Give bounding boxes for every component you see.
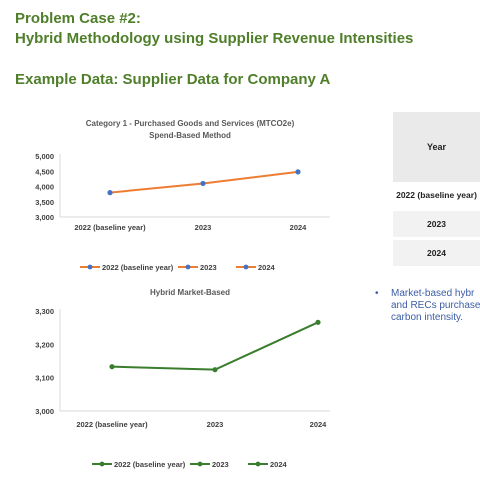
x-tick-label: 2023 xyxy=(207,420,224,429)
data-point xyxy=(295,169,301,175)
series-line xyxy=(111,321,319,371)
data-point xyxy=(107,190,113,196)
table-row: 2022 (baseline year) xyxy=(396,190,477,200)
x-tick-label: 2023 xyxy=(195,223,212,232)
data-point xyxy=(212,367,218,373)
legend-label: 2023 xyxy=(200,263,217,272)
x-tick-label: 2024 xyxy=(290,223,308,232)
x-tick-label: 2024 xyxy=(310,420,328,429)
page-title-line-1: Problem Case #2: xyxy=(15,10,141,27)
legend-label: 2023 xyxy=(212,460,229,469)
x-tick-label: 2022 (baseline year) xyxy=(76,420,148,429)
legend-marker xyxy=(185,264,191,270)
section-subtitle: Example Data: Supplier Data for Company … xyxy=(15,71,331,88)
y-tick-label: 3,000 xyxy=(35,213,54,222)
supplier-year-table: Year 2022 (baseline year) 2023 2024 xyxy=(393,112,480,266)
chart-subtitle: Spend-Based Method xyxy=(149,131,231,140)
y-tick-label: 4,000 xyxy=(35,183,54,192)
y-tick-label: 4,500 xyxy=(35,167,54,176)
table-row: 2024 xyxy=(393,240,480,266)
bullet-line: and RECs purchase xyxy=(391,300,480,311)
y-tick-label: 3,200 xyxy=(35,340,54,349)
table-row: 2023 xyxy=(393,211,480,237)
bullet-line: carbon intensity. xyxy=(391,312,464,323)
legend-marker xyxy=(99,461,105,467)
y-tick-label: 5,000 xyxy=(35,152,54,161)
hybrid-market-based-line-chart: Hybrid Market-Based 3,000 3,100 3,200 3,300 2… xyxy=(35,288,330,469)
bullet-line: Market-based hybr xyxy=(391,288,475,299)
y-tick-label: 3,500 xyxy=(35,198,54,207)
table-header-year: Year xyxy=(393,112,480,182)
x-tick-label: 2022 (baseline year) xyxy=(74,223,146,232)
spend-based-line-chart: Category 1 - Purchased Goods and Service… xyxy=(35,119,330,272)
chart-title: Category 1 - Purchased Goods and Service… xyxy=(86,119,295,128)
legend-label: 2022 (baseline year) xyxy=(102,263,174,272)
data-point xyxy=(315,319,321,325)
data-point xyxy=(200,180,206,187)
legend-marker xyxy=(255,461,261,467)
y-tick-label: 3,300 xyxy=(35,307,54,316)
legend-label: 2022 (baseline year) xyxy=(114,460,186,469)
page-title-line-2: Hybrid Methodology using Supplier Revenu… xyxy=(15,30,414,47)
bullet-dot-icon: • xyxy=(375,288,379,299)
legend-marker xyxy=(243,264,249,270)
data-point xyxy=(109,364,115,370)
y-tick-label: 3,000 xyxy=(35,407,54,416)
legend-label: 2024 xyxy=(258,263,276,272)
y-tick-label: 3,100 xyxy=(35,374,54,383)
legend-label: 2024 xyxy=(270,460,288,469)
legend-marker xyxy=(87,264,93,270)
legend-marker xyxy=(197,461,203,467)
chart-title: Hybrid Market-Based xyxy=(150,288,230,297)
